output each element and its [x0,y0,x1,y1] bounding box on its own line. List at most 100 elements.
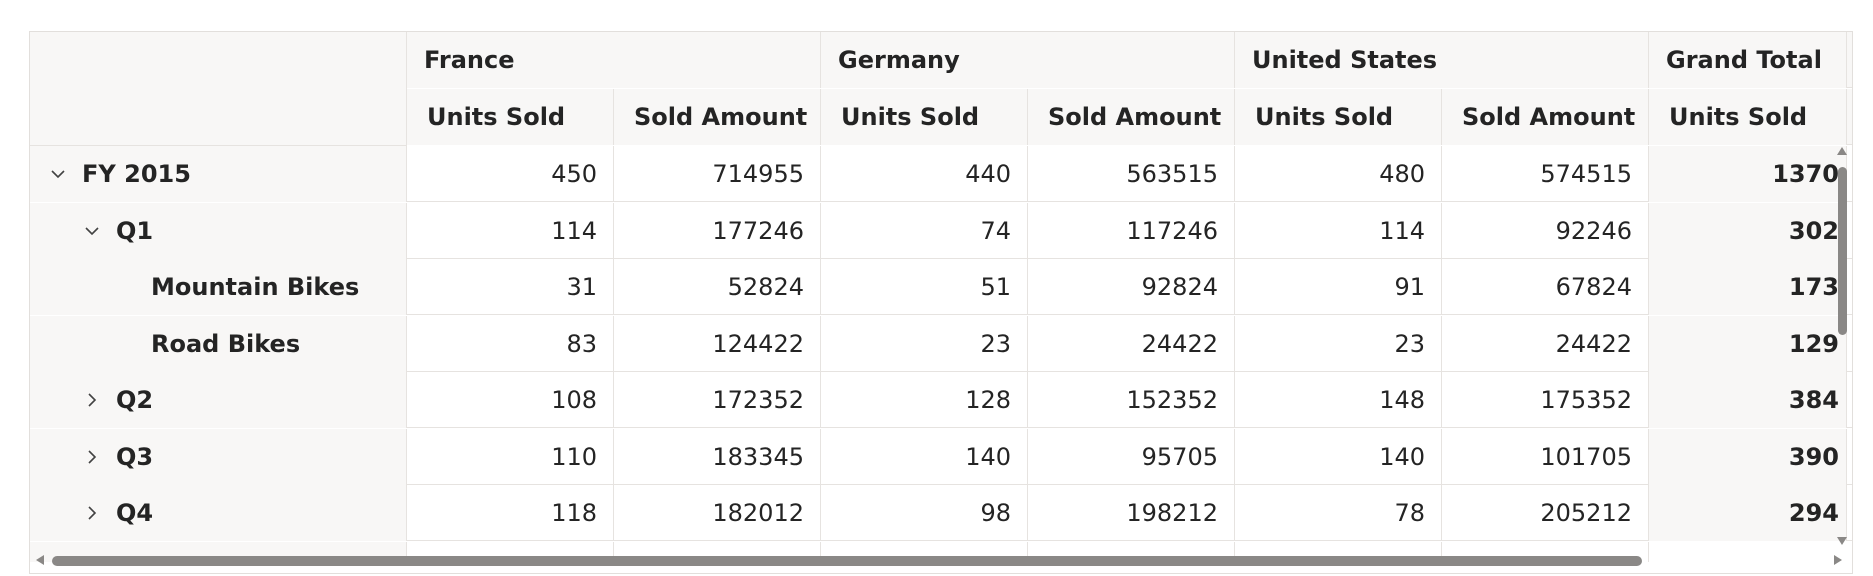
scroll-up-arrow-icon[interactable] [1837,147,1847,155]
table-row: Mountain Bikes 31 52824 51 92824 91 67824 173 [30,259,1852,315]
value-cell [1028,541,1235,562]
horizontal-scrollbar[interactable] [30,551,1850,569]
value-cell [821,541,1028,562]
value-cell[interactable]: 574515 [1442,146,1649,202]
row-header[interactable]: Q3 [30,428,407,485]
scroll-left-arrow-icon[interactable] [36,555,44,565]
value-cell[interactable]: 205212 [1442,485,1649,541]
column-header-units-sold[interactable]: Units Sold [821,89,1028,145]
chevron-down-icon[interactable] [82,221,102,241]
column-header-france[interactable]: France [407,32,821,88]
table-row: Road Bikes 83 124422 23 24422 23 24422 129 [30,315,1852,372]
value-cell[interactable]: 114 [1235,202,1442,259]
value-cell[interactable]: 182012 [614,485,821,541]
value-cell[interactable]: 128 [821,372,1028,428]
value-cell[interactable]: 92824 [1028,259,1235,315]
value-cell[interactable]: 140 [821,428,1028,485]
value-cell[interactable]: 124422 [614,315,821,372]
row-header[interactable]: FY 2015 [30,146,407,202]
row-header[interactable]: Q4 [30,485,407,541]
grand-total-cell[interactable]: 1370 [1649,146,1847,202]
value-cell[interactable]: 23 [1235,315,1442,372]
vertical-scroll-thumb[interactable] [1838,167,1847,335]
value-cell[interactable]: 148 [1235,372,1442,428]
column-header-total-units-sold[interactable]: Units Sold [1649,89,1847,145]
value-cell[interactable]: 78 [1235,485,1442,541]
value-cell[interactable]: 74 [821,202,1028,259]
value-cell[interactable]: 440 [821,146,1028,202]
column-header-sold-amount[interactable]: Sold Amount [614,89,821,145]
row-header-label: Q1 [116,216,154,245]
value-cell[interactable]: 118 [407,485,614,541]
value-cell[interactable]: 95705 [1028,428,1235,485]
value-cell[interactable]: 51 [821,259,1028,315]
column-header-united-states[interactable]: United States [1235,32,1649,88]
value-cell[interactable]: 172352 [614,372,821,428]
value-cell[interactable]: 52824 [614,259,821,315]
value-cell[interactable]: 450 [407,146,614,202]
value-cell[interactable]: 198212 [1028,485,1235,541]
value-cell[interactable]: 175352 [1442,372,1649,428]
value-cell[interactable]: 563515 [1028,146,1235,202]
country-header-row: France Germany United States Grand Total [407,32,1852,88]
vertical-scrollbar[interactable] [1834,147,1850,545]
value-cell[interactable]: 67824 [1442,259,1649,315]
row-header[interactable]: Q2 [30,372,407,428]
row-header-label: Q2 [116,386,154,414]
value-cell[interactable]: 83 [407,315,614,372]
value-cell[interactable]: 98 [821,485,1028,541]
column-header-grand-total[interactable]: Grand Total [1649,32,1847,88]
grand-total-cell[interactable]: 173 [1649,259,1847,315]
row-header-label: FY 2015 [82,160,191,188]
chevron-right-icon[interactable] [82,390,102,410]
scroll-right-arrow-icon[interactable] [1834,555,1842,565]
value-cell [407,541,614,562]
value-cell[interactable]: 140 [1235,428,1442,485]
table-row: Q4 118 182012 98 198212 78 205212 294 [30,485,1852,541]
value-cell[interactable]: 24422 [1028,315,1235,372]
value-cell [614,541,821,562]
value-cell[interactable]: 480 [1235,146,1442,202]
grand-total-cell[interactable]: 384 [1649,372,1847,428]
value-cell[interactable]: 91 [1235,259,1442,315]
grand-total-cell[interactable]: 294 [1649,485,1847,541]
column-header-units-sold[interactable]: Units Sold [407,89,614,145]
value-cell[interactable]: 152352 [1028,372,1235,428]
value-cell[interactable]: 101705 [1442,428,1649,485]
row-header: Road Bikes [30,315,407,372]
column-header-sold-amount[interactable]: Sold Amount [1028,89,1235,145]
row-header[interactable]: Q1 [30,202,407,259]
value-cell[interactable]: 117246 [1028,202,1235,259]
column-header-sold-amount[interactable]: Sold Amount [1442,89,1649,145]
row-header-label: Road Bikes [151,329,301,358]
chevron-down-icon[interactable] [48,164,68,184]
value-cell[interactable]: 92246 [1442,202,1649,259]
horizontal-scroll-thumb[interactable] [52,556,1642,566]
value-cell [1235,541,1442,562]
row-header-label: Q4 [116,499,154,527]
grand-total-cell[interactable]: 302 [1649,202,1847,259]
header-corner [30,32,407,146]
value-cell[interactable]: 110 [407,428,614,485]
row-header-label: Q3 [116,442,154,471]
measure-header-row: Units Sold Sold Amount Units Sold Sold A… [407,89,1852,145]
value-cell[interactable]: 714955 [614,146,821,202]
column-header-units-sold[interactable]: Units Sold [1235,89,1442,145]
chevron-right-icon[interactable] [82,447,102,467]
value-cell[interactable]: 177246 [614,202,821,259]
table-row: FY 2015 450 714955 440 563515 480 574515 1370 [30,146,1852,202]
value-cell[interactable]: 183345 [614,428,821,485]
value-cell[interactable]: 31 [407,259,614,315]
pivot-grid: France Germany United States Grand Total… [29,31,1853,574]
value-cell [1442,541,1649,562]
scroll-down-arrow-icon[interactable] [1837,537,1847,545]
value-cell[interactable]: 114 [407,202,614,259]
grand-total-cell[interactable]: 390 [1649,428,1847,485]
value-cell[interactable]: 24422 [1442,315,1649,372]
table-row: Q1 114 177246 74 117246 114 92246 302 [30,202,1852,259]
grand-total-cell[interactable]: 129 [1649,315,1847,372]
value-cell[interactable]: 108 [407,372,614,428]
chevron-right-icon[interactable] [82,503,102,523]
value-cell[interactable]: 23 [821,315,1028,372]
column-header-germany[interactable]: Germany [821,32,1235,88]
